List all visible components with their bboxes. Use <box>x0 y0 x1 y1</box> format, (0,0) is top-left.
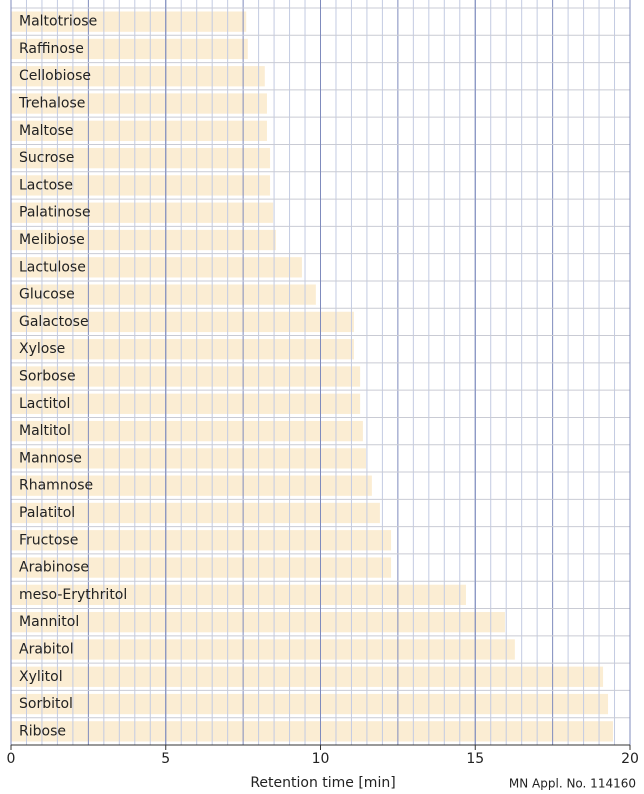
bar <box>11 339 354 360</box>
bar <box>11 693 609 715</box>
category-label: Ribose <box>19 723 66 739</box>
bar <box>11 257 302 278</box>
bar <box>11 721 613 742</box>
bar <box>11 666 604 687</box>
category-label: Cellobiose <box>19 68 91 84</box>
x-tick-label: 15 <box>466 751 484 767</box>
x-tick-label: 10 <box>312 751 330 767</box>
bar <box>11 11 247 32</box>
bar <box>11 93 267 114</box>
category-label: Glucose <box>19 287 75 303</box>
bar <box>11 393 361 414</box>
category-label: Lactitol <box>19 396 70 412</box>
bar <box>11 66 265 87</box>
bar <box>11 502 380 524</box>
category-label: Melibiose <box>19 232 85 248</box>
category-label: Mannitol <box>19 614 79 630</box>
bar <box>11 147 271 169</box>
bar <box>11 530 392 551</box>
category-label: Mannose <box>19 450 82 466</box>
category-label: Maltitol <box>19 423 71 439</box>
bar <box>11 175 271 196</box>
bar <box>11 584 466 606</box>
bar <box>11 366 361 387</box>
category-label: Fructose <box>19 532 78 548</box>
bar <box>11 448 366 469</box>
bar <box>11 229 276 251</box>
x-tick-label: 20 <box>621 751 639 767</box>
category-label: Xylitol <box>19 669 63 685</box>
x-axis-label: Retention time [min] <box>250 775 395 791</box>
x-tick-label: 5 <box>161 751 170 767</box>
category-label: Xylose <box>19 341 65 357</box>
bar <box>11 639 515 660</box>
category-label: Sorbose <box>19 369 76 385</box>
bar <box>11 612 505 633</box>
category-label: Maltose <box>19 123 74 139</box>
category-label: Palatinose <box>19 205 91 221</box>
category-label: Arabitol <box>19 641 74 657</box>
bar <box>11 284 316 305</box>
bar <box>11 475 372 496</box>
category-label: meso-Erythritol <box>19 587 127 603</box>
category-label: Lactulose <box>19 259 86 275</box>
bar <box>11 120 267 141</box>
bar <box>11 202 274 223</box>
bar <box>11 420 363 442</box>
category-label: Sucrose <box>19 150 74 166</box>
category-label: Arabinose <box>19 560 89 576</box>
category-label: Palatitol <box>19 505 75 521</box>
category-label: Sorbitol <box>19 696 73 712</box>
bar <box>11 557 392 578</box>
category-label: Maltotriose <box>19 14 97 30</box>
note: MN Appl. No. 114160 <box>509 777 636 791</box>
bar <box>11 311 354 333</box>
x-tick-label: 0 <box>7 751 16 767</box>
category-label: Galactose <box>19 314 89 330</box>
category-label: Trehalose <box>18 96 85 112</box>
category-label: Raffinose <box>19 41 84 57</box>
category-label: Rhamnose <box>19 478 93 494</box>
bar <box>11 38 248 60</box>
category-label: Lactose <box>19 177 73 193</box>
